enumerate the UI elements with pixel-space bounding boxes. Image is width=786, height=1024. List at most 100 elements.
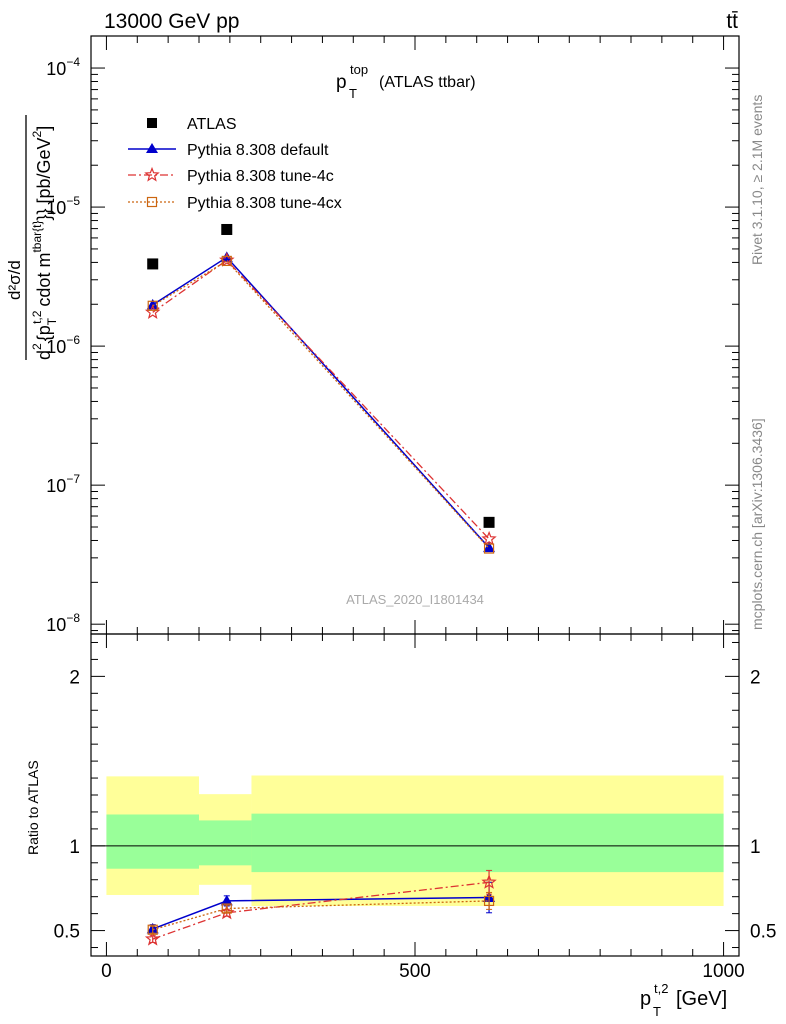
data-point [147, 300, 158, 311]
legend-label-tune4cx: Pythia 8.308 tune-4cx [187, 195, 342, 212]
main-ytick-label: 10−4 [46, 55, 80, 79]
xtick-label: 500 [399, 961, 431, 982]
ratio-panel: 0.5 0.5 1 1 2 2 0 500 1000 Ratio to ATLAS p t,2 … [25, 633, 776, 1019]
ytick-base: 10 [46, 337, 66, 357]
data-point [221, 255, 232, 267]
header-process-label: tt̄ [726, 10, 738, 33]
series-pythia-8-308-tune-4c [144, 252, 497, 546]
data-point [481, 530, 497, 546]
data-point [147, 258, 159, 270]
main-plot-content [144, 223, 497, 554]
legend-entry-default: Pythia 8.308 default [128, 142, 329, 159]
ytick-exp: −6 [66, 333, 80, 347]
x-axis-label: p t,2 T [GeV] [640, 981, 727, 1019]
ytick-base: 10 [46, 198, 66, 218]
ytick-exp: −8 [66, 611, 80, 625]
ylabel-den-sup-t2: t,2 [30, 310, 44, 324]
legend-marker-tune4cx [146, 196, 158, 208]
ylabel-den-unit: }} [pb/GeV [34, 137, 54, 220]
series-line [152, 259, 490, 540]
legend-marker-atlas [147, 118, 157, 128]
ratio-data-point [147, 924, 158, 935]
series-line [152, 260, 490, 549]
ratio-ytick-label-left: 1 [69, 837, 80, 858]
uncertainty-band-green [199, 820, 252, 866]
data-point [221, 223, 233, 235]
xlabel-sub: T [653, 1004, 661, 1019]
ylabel-den-sup-tbar: tbar{t} [30, 221, 44, 253]
ratio-data-point [144, 930, 161, 946]
ratio-data-point [221, 903, 232, 914]
ratio-data-point [481, 874, 497, 889]
series-pythia-8-308-default [146, 251, 496, 553]
data-point [146, 298, 159, 310]
main-ytick-label: 10−7 [46, 472, 80, 496]
legend-marker-default [146, 143, 158, 153]
xtick-label: 0 [101, 961, 112, 982]
ylabel-den-d: d [34, 350, 54, 360]
legend-entry-atlas: ATLAS [147, 116, 237, 133]
ytick-base: 10 [46, 476, 66, 496]
ytick-exp: −4 [66, 55, 80, 69]
series-atlas [147, 223, 495, 528]
main-title: p top T (ATLAS ttbar) [336, 62, 476, 101]
xlabel-unit: [GeV] [676, 988, 727, 1010]
ylabel-den-sub-T: T [45, 317, 59, 325]
data-point [483, 541, 496, 553]
ratio-series-pythia-8-308-tune-4cx [147, 891, 495, 935]
ytick-exp: −5 [66, 194, 80, 208]
ylabel-den-close: ] [34, 126, 54, 131]
ylabel-den-sup-unit2: 2 [30, 130, 44, 137]
ylabel-numerator: d²σ/d [5, 260, 24, 300]
rivet-version-label: Rivet 3.1.10, ≥ 2.1M events [749, 95, 765, 265]
legend-marker-tune4c [144, 166, 160, 182]
title-rest: (ATLAS ttbar) [379, 74, 476, 91]
series-line [152, 256, 490, 549]
legend-label-atlas: ATLAS [187, 116, 237, 133]
xlabel-sup: t,2 [654, 981, 668, 996]
legend-label-tune4c: Pythia 8.308 tune-4c [187, 168, 334, 185]
ratio-ytick-label-right: 0.5 [750, 922, 776, 943]
ratio-ytick-label-right: 2 [750, 667, 761, 688]
main-ytick-label: 10−5 [46, 194, 80, 218]
uncertainty-band-green [106, 814, 199, 869]
ratio-data-point [483, 895, 495, 907]
main-panel: 10−810−710−610−510−4 p top T (ATLAS ttba… [5, 35, 740, 635]
ylabel-denominator: d2{pTt,2cdot mtbar{t}}} [pb/GeV2] [30, 126, 59, 360]
legend-label-default: Pythia 8.308 default [187, 142, 329, 159]
xlabel-p: p [640, 988, 651, 1010]
header-energy-label: 13000 GeV pp [104, 10, 239, 33]
uncertainty-band-green [251, 813, 724, 873]
legend: ATLAS Pythia 8.308 default Pythia 8.308 … [128, 116, 342, 212]
ratio-ytick-label-left: 0.5 [54, 922, 80, 943]
ytick-base: 10 [46, 59, 66, 79]
legend-entry-tune4c: Pythia 8.308 tune-4c [128, 166, 334, 185]
ratio-ylabel: Ratio to ATLAS [25, 760, 41, 855]
title-sub: T [349, 86, 357, 101]
series-pythia-8-308-tune-4cx [147, 255, 495, 554]
mcplots-label: mcplots.cern.ch [arXiv:1306.3436] [749, 418, 765, 630]
ylabel-den-sup-2: 2 [30, 343, 44, 350]
ratio-ytick-label-right: 1 [750, 837, 761, 858]
legend-star-shape [144, 166, 160, 182]
ylabel-den-cdot: cdot m [34, 253, 54, 307]
data-point [483, 516, 495, 528]
ratio-ytick-label-left: 2 [69, 667, 80, 688]
ratio-axis-ticks: 0.5 0.5 1 1 2 2 0 500 1000 [54, 634, 776, 982]
data-point [483, 543, 495, 554]
title-p: p [336, 72, 347, 93]
legend-entry-tune4cx: Pythia 8.308 tune-4cx [128, 195, 342, 212]
xtick-label: 1000 [702, 961, 744, 982]
main-ytick-label: 10−6 [46, 333, 80, 357]
ratio-plot-content [91, 775, 739, 946]
ytick-exp: −7 [66, 472, 80, 486]
analysis-watermark: ATLAS_2020_I1801434 [346, 592, 484, 607]
ratio-data-point [220, 894, 233, 906]
main-ylabel: d²σ/d d2{pTt,2cdot mtbar{t}}} [pb/GeV2] [5, 115, 59, 360]
ylabel-den-p: {p [34, 325, 54, 341]
main-axis-ticks: 10−810−710−610−510−4 [46, 36, 739, 635]
main-ytick-label: 10−8 [46, 611, 80, 635]
ytick-base: 10 [46, 615, 66, 635]
title-sup: top [350, 62, 368, 77]
